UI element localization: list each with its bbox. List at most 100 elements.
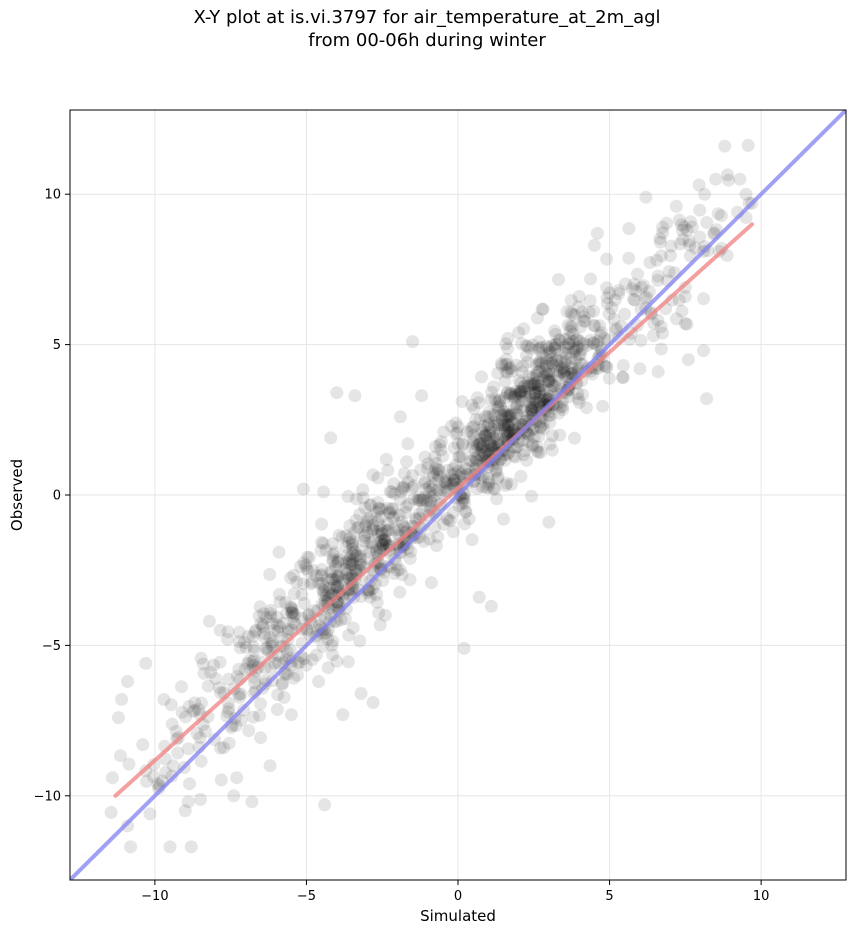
data-point: [493, 395, 506, 409]
data-point: [629, 284, 643, 298]
data-point: [257, 607, 270, 621]
data-point: [587, 304, 601, 318]
data-point: [169, 724, 183, 738]
data-point: [522, 428, 536, 442]
data-point: [372, 502, 386, 516]
data-point: [456, 493, 470, 507]
data-point: [600, 252, 614, 266]
data-point: [358, 520, 372, 534]
data-point: [650, 253, 664, 267]
data-point: [536, 369, 550, 383]
data-point: [505, 477, 518, 491]
data-point: [700, 216, 714, 229]
data-point: [551, 369, 565, 383]
data-point: [508, 390, 522, 404]
data-point: [552, 406, 566, 420]
data-point: [300, 550, 314, 564]
data-point: [345, 554, 359, 568]
data-point: [500, 387, 514, 401]
data-point: [374, 523, 388, 537]
data-point: [476, 445, 490, 459]
data-point: [304, 577, 318, 591]
data-point: [227, 789, 241, 803]
data-point: [539, 339, 553, 353]
data-point: [455, 395, 469, 408]
data-point: [566, 327, 580, 341]
data-point: [241, 657, 255, 670]
data-point: [299, 558, 313, 572]
data-point: [354, 552, 367, 566]
data-point: [166, 759, 180, 773]
data-point: [349, 549, 363, 563]
data-point: [537, 393, 551, 407]
data-point: [440, 512, 454, 525]
data-point: [693, 230, 707, 244]
data-point: [341, 655, 355, 669]
data-point: [437, 425, 451, 439]
x-axis-label: Simulated: [420, 907, 496, 925]
data-point: [441, 513, 455, 527]
data-point: [417, 492, 431, 505]
data-point: [471, 391, 484, 405]
data-point: [628, 293, 642, 307]
data-point: [254, 731, 268, 745]
data-point: [568, 431, 581, 445]
data-point: [603, 286, 616, 300]
data-point: [181, 742, 195, 756]
data-point: [656, 226, 670, 240]
data-point: [257, 626, 271, 640]
data-point: [557, 366, 571, 379]
x-tick-label: 0: [454, 889, 462, 904]
data-point: [326, 572, 340, 586]
data-point: [482, 405, 496, 419]
data-point: [377, 537, 390, 551]
data-point: [574, 320, 588, 334]
data-point: [331, 556, 345, 570]
data-point: [469, 413, 483, 426]
data-point: [586, 336, 600, 350]
data-point: [370, 505, 383, 519]
data-point: [469, 453, 483, 467]
data-point: [584, 272, 598, 286]
data-point: [526, 403, 540, 417]
data-point: [478, 428, 492, 442]
data-point: [213, 623, 227, 637]
data-point: [371, 471, 385, 485]
data-point: [280, 645, 294, 659]
data-point: [270, 610, 284, 624]
data-point: [542, 515, 556, 529]
data-point: [378, 608, 392, 622]
data-point: [525, 400, 539, 414]
data-point: [221, 705, 235, 719]
data-point: [254, 617, 268, 631]
data-point: [501, 410, 515, 424]
data-point: [351, 560, 365, 574]
data-point: [281, 622, 295, 636]
data-point: [540, 367, 554, 381]
data-point: [548, 324, 562, 338]
data-point: [576, 388, 589, 402]
data-point: [569, 344, 583, 358]
data-point: [196, 657, 210, 671]
data-point: [466, 454, 480, 468]
data-point: [530, 444, 544, 458]
data-point: [559, 346, 573, 360]
data-point: [287, 671, 301, 685]
data-point: [363, 545, 376, 559]
data-point: [286, 605, 300, 619]
data-point: [424, 495, 438, 509]
chart-title-block: X-Y plot at is.vi.3797 for air_temperatu…: [0, 6, 854, 52]
data-point: [339, 556, 353, 570]
data-point: [457, 492, 471, 505]
data-point: [501, 426, 514, 439]
data-point: [542, 367, 556, 381]
data-point: [372, 606, 386, 620]
y-tick-label: 5: [53, 338, 61, 353]
data-point: [392, 508, 406, 522]
data-point: [572, 300, 586, 314]
data-point: [321, 586, 335, 599]
data-point: [444, 514, 457, 528]
data-point: [348, 545, 362, 559]
data-point: [542, 373, 556, 387]
